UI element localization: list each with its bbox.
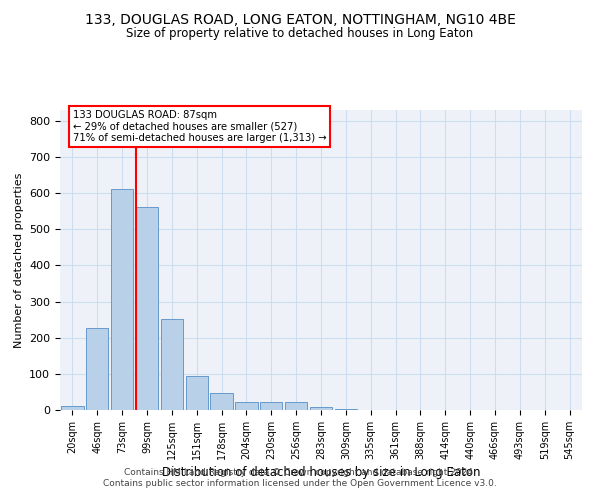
- Text: Size of property relative to detached houses in Long Eaton: Size of property relative to detached ho…: [127, 28, 473, 40]
- Bar: [61, 406, 83, 410]
- Bar: [211, 392, 233, 410]
- Bar: [285, 402, 307, 410]
- Text: 133 DOUGLAS ROAD: 87sqm
← 29% of detached houses are smaller (527)
71% of semi-d: 133 DOUGLAS ROAD: 87sqm ← 29% of detache…: [73, 110, 326, 143]
- Bar: [310, 408, 332, 410]
- Bar: [260, 402, 283, 410]
- Bar: [86, 328, 109, 410]
- Bar: [136, 207, 158, 410]
- Y-axis label: Number of detached properties: Number of detached properties: [14, 172, 23, 348]
- Bar: [161, 318, 183, 410]
- Bar: [185, 376, 208, 410]
- Bar: [111, 189, 133, 410]
- Text: 133, DOUGLAS ROAD, LONG EATON, NOTTINGHAM, NG10 4BE: 133, DOUGLAS ROAD, LONG EATON, NOTTINGHA…: [85, 12, 515, 26]
- X-axis label: Distribution of detached houses by size in Long Eaton: Distribution of detached houses by size …: [162, 466, 480, 479]
- Text: Contains HM Land Registry data © Crown copyright and database right 2024.
Contai: Contains HM Land Registry data © Crown c…: [103, 468, 497, 487]
- Bar: [235, 402, 257, 410]
